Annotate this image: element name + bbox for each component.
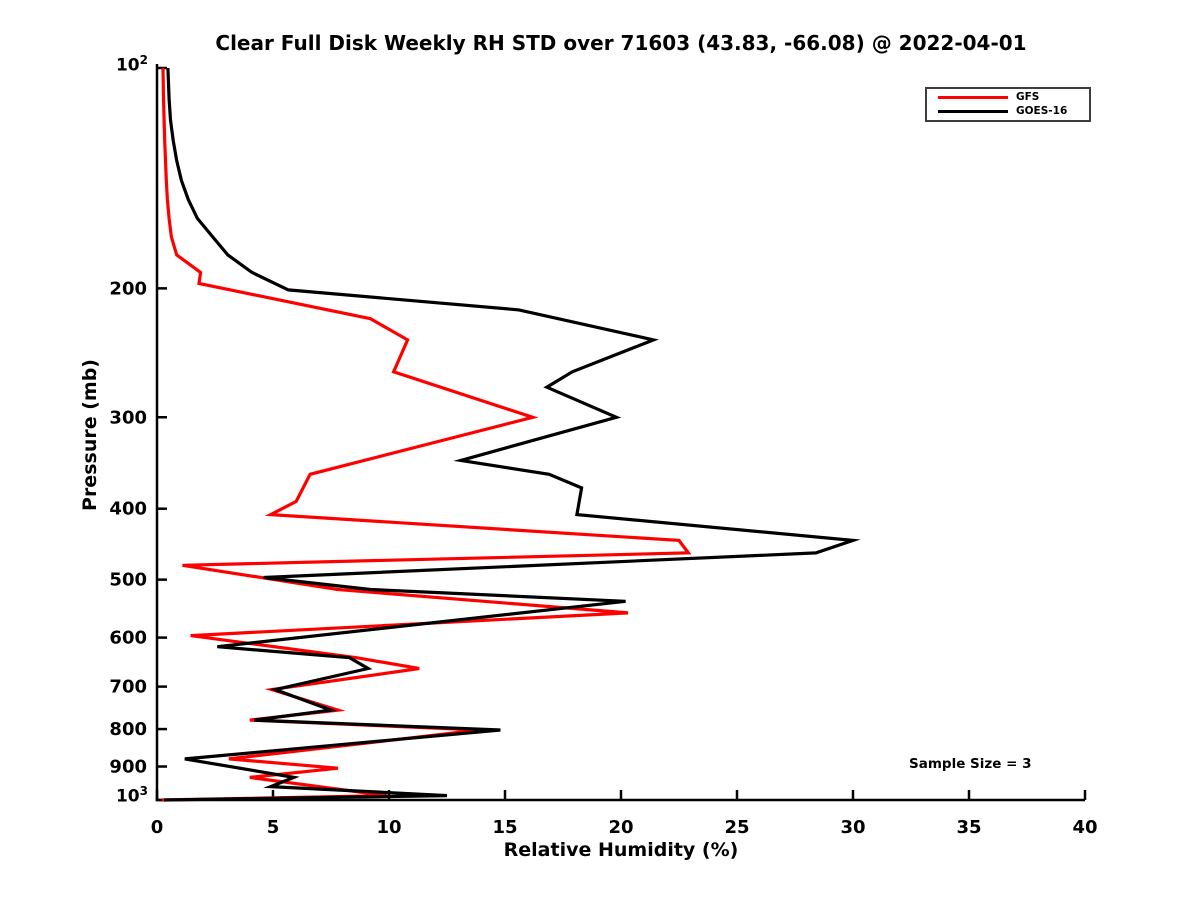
legend-entry-gfs: GFS [927, 91, 1089, 104]
x-tick-label: 0 [151, 817, 164, 838]
y-tick-label: 900 [109, 757, 147, 778]
y-tick-label: 700 [109, 677, 147, 698]
legend-label-gfs: GFS [1016, 91, 1040, 104]
legend-label-goes16: GOES-16 [1016, 105, 1068, 118]
x-tick-label: 10 [376, 817, 401, 838]
legend-entry-goes16: GOES-16 [927, 105, 1089, 118]
y-tick-100-base: 10 [115, 55, 140, 76]
goes16-line-swatch [938, 110, 1008, 113]
y-tick-100-exponent: 2 [139, 53, 148, 67]
gfs-line-swatch [938, 96, 1008, 99]
x-tick-label: 35 [956, 817, 981, 838]
x-tick-label: 30 [840, 817, 865, 838]
y-tick-label: 500 [109, 570, 147, 591]
x-tick-label: 25 [724, 817, 749, 838]
gfs-line [161, 67, 692, 802]
y-tick-label: 400 [109, 499, 147, 520]
x-axis-label: Relative Humidity (%) [503, 839, 739, 861]
y-tick-label: 300 [109, 407, 147, 428]
sample-size-annotation: Sample Size = 3 [909, 756, 1032, 772]
x-tick-label: 5 [267, 817, 280, 838]
y-axis-label: Pressure (mb) [79, 359, 101, 511]
x-tick-label: 20 [608, 817, 633, 838]
goes-16-line [163, 67, 861, 802]
chart-title: Clear Full Disk Weekly RH STD over 71603… [215, 31, 1027, 55]
y-tick-1000-exponent: 3 [139, 784, 148, 798]
y-tick-label-1000: 103 [88, 784, 148, 807]
x-tick-label: 15 [492, 817, 517, 838]
y-tick-label: 800 [109, 719, 147, 740]
legend-box: GFS GOES-16 [925, 87, 1091, 122]
y-tick-label: 200 [109, 278, 147, 299]
y-tick-label: 600 [109, 628, 147, 649]
x-tick-label: 40 [1072, 817, 1097, 838]
y-tick-1000-base: 10 [115, 786, 140, 807]
y-tick-label-100: 102 [88, 53, 148, 76]
